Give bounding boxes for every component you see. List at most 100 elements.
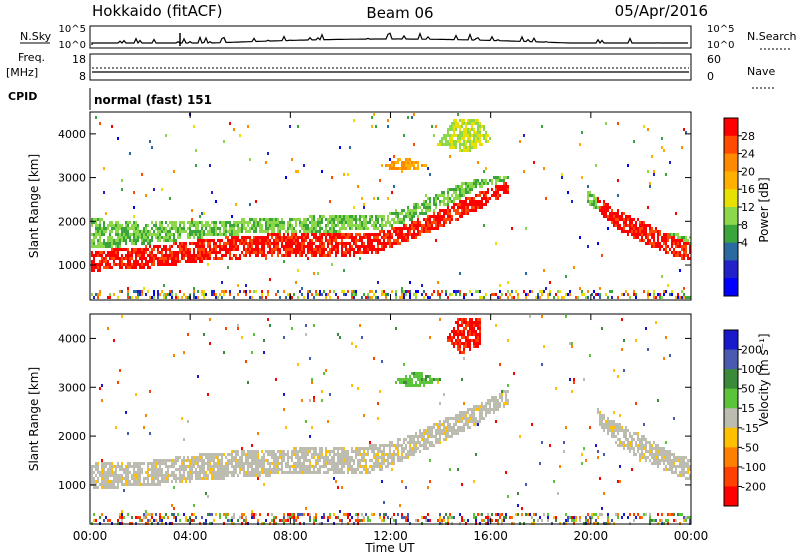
heatmap-cell [683,293,685,296]
heatmap-cell [323,230,325,233]
heatmap-cell [441,140,443,143]
heatmap-cell [235,242,237,245]
heatmap-cell [147,239,149,242]
heatmap-cell [117,248,119,251]
heatmap-cell [157,480,159,483]
heatmap-cell [199,242,201,245]
heatmap-cell [105,477,107,480]
heatmap-cell [175,239,177,242]
heatmap-cell [121,230,123,233]
heatmap-cell [95,224,97,227]
heatmap-cell [471,128,473,131]
heatmap-cell [417,290,419,293]
heatmap-cell [411,221,413,224]
heatmap-cell [605,293,607,296]
heatmap-cell [479,203,481,206]
heatmap-cell [137,263,139,266]
heatmap-cell [405,236,407,239]
heatmap-cell [261,245,263,248]
heatmap-cell [407,384,409,387]
heatmap-cell [273,450,275,453]
heatmap-cell [433,200,435,203]
heatmap-cell [279,296,281,299]
heatmap-cell [313,450,315,453]
heatmap-cell [267,453,269,456]
heatmap-cell [599,206,601,209]
heatmap-cell [253,474,255,477]
heatmap-cell [205,251,207,254]
heatmap-cell [269,474,271,477]
heatmap-cell [475,185,477,188]
heatmap-cell [377,221,379,224]
heatmap-cell [303,513,305,516]
heatmap-cell [153,245,155,248]
heatmap-cell [435,194,437,197]
heatmap-cell [139,254,141,257]
heatmap-cell [327,293,329,296]
heatmap-cell [661,296,663,299]
heatmap-cell [391,236,393,239]
noise-right-tick-top: 10^5 [707,24,734,35]
heatmap-cell [215,296,217,299]
heatmap-cell [391,191,393,194]
heatmap-cell [205,224,207,227]
heatmap-cell [237,519,239,522]
heatmap-cell [183,224,185,227]
heatmap-cell [293,471,295,474]
heatmap-cell [119,266,121,269]
heatmap-cell [525,296,527,299]
heatmap-cell [189,471,191,474]
heatmap-cell [133,236,135,239]
heatmap-cell [313,254,315,257]
heatmap-cell [413,167,415,170]
heatmap-cell [297,516,299,519]
heatmap-cell [93,260,95,263]
heatmap-cell [121,179,123,182]
heatmap-cell [409,450,411,453]
heatmap-cell [151,233,153,236]
heatmap-cell [437,378,439,381]
heatmap-cell [153,293,155,296]
heatmap-cell [199,233,201,236]
heatmap-cell [403,164,405,167]
heatmap-cell [685,236,687,239]
heatmap-cell [655,242,657,245]
heatmap-cell [153,474,155,477]
heatmap-cell [273,233,275,236]
heatmap-cell [93,465,95,468]
heatmap-cell [103,477,105,480]
heatmap-cell [407,513,409,516]
heatmap-cell [379,233,381,236]
heatmap-cell [179,519,181,522]
heatmap-cell [231,233,233,236]
heatmap-cell [323,516,325,519]
heatmap-cell [153,260,155,263]
heatmap-cell [115,227,117,230]
heatmap-cell [137,465,139,468]
heatmap-cell [391,462,393,465]
heatmap-cell [291,251,293,254]
heatmap-cell [563,296,565,299]
heatmap-cell [371,224,373,227]
heatmap-cell [285,176,287,179]
heatmap-cell [317,459,319,462]
heatmap-cell [95,218,97,221]
heatmap-cell [685,296,687,299]
heatmap-cell [237,284,239,287]
heatmap-cell [359,324,361,327]
heatmap-cell [429,426,431,429]
heatmap-cell [681,239,683,242]
heatmap-cell [537,296,539,299]
heatmap-cell [115,251,117,254]
heatmap-cell [201,248,203,251]
heatmap-cell [191,242,193,245]
heatmap-cell [469,414,471,417]
heatmap-cell [337,462,339,465]
heatmap-cell [289,245,291,248]
heatmap-cell [409,227,411,230]
heatmap-cell [447,131,449,134]
heatmap-cell [195,468,197,471]
heatmap-cell [193,257,195,260]
heatmap-cell [361,245,363,248]
heatmap-cell [389,212,391,215]
